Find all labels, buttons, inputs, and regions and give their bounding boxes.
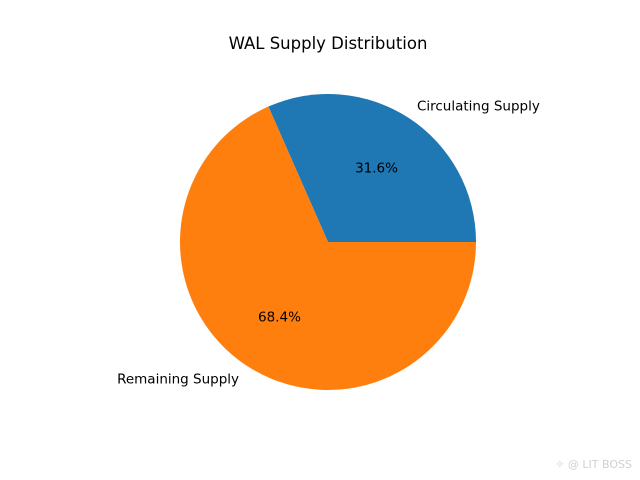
chart-title: WAL Supply Distribution xyxy=(229,34,428,53)
watermark: ✧ @ LIT BOSS xyxy=(555,458,632,471)
slice-percent-label: 68.4% xyxy=(258,309,301,325)
slice-label: Circulating Supply xyxy=(417,99,540,115)
pie-slice-remaining-supply xyxy=(180,106,477,390)
pie-slice-circulating-supply xyxy=(268,93,476,242)
slice-label: Remaining Supply xyxy=(117,371,239,387)
slice-percent-label: 31.6% xyxy=(355,161,398,177)
